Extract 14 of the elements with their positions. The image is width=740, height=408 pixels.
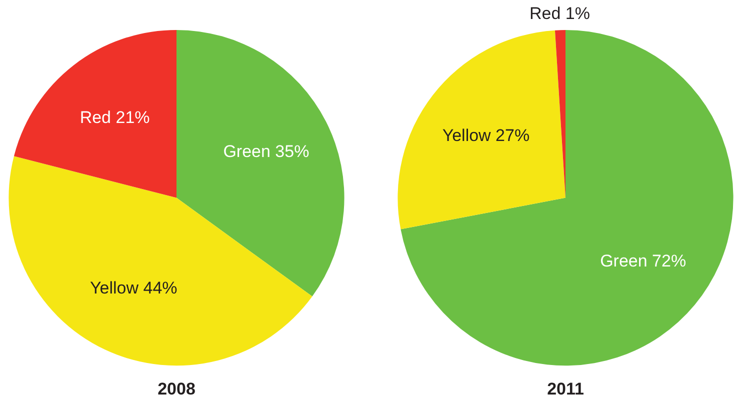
text: 2011 xyxy=(547,379,584,398)
data-label: 27% xyxy=(496,126,530,145)
data-label: 21% xyxy=(116,108,150,127)
slice-label: Red xyxy=(529,4,561,23)
slice-label: Red xyxy=(80,108,112,127)
data-label: 72% xyxy=(652,252,686,271)
data-label: 1% xyxy=(565,4,590,23)
slice-label: Yellow xyxy=(442,126,492,145)
data-label: 35% xyxy=(275,142,310,161)
text: 2008 xyxy=(158,379,196,398)
slice-label: Yellow xyxy=(90,278,140,298)
slice-label: Green xyxy=(600,252,648,271)
slice-label: Green xyxy=(223,142,270,161)
data-label: 44% xyxy=(143,278,178,298)
